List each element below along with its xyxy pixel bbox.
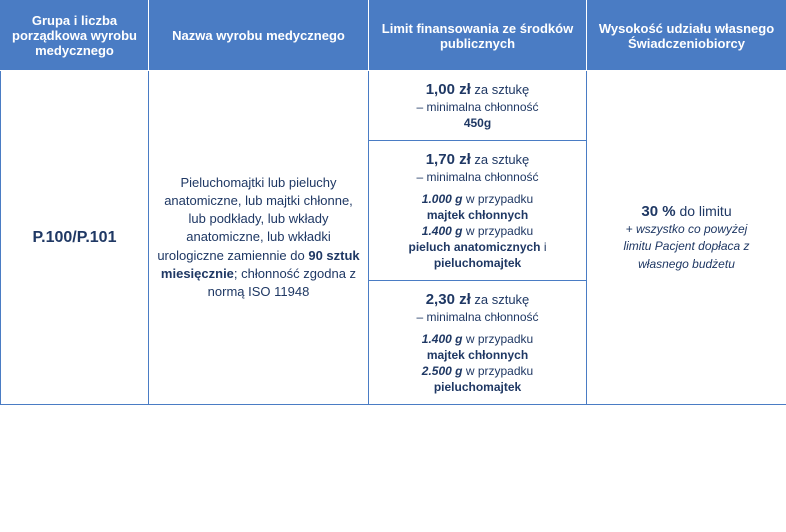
share-note: własnego budżetu — [595, 257, 778, 273]
table-header-row: Grupa i liczba porządkowa wyrobu medyczn… — [1, 1, 786, 71]
limit-weight: 1.400 g — [422, 224, 463, 238]
share-note: limitu Pacjent dopłaca z — [595, 239, 778, 255]
limit-weight: 1.000 g — [422, 192, 463, 206]
header-col-limit: Limit finansowania ze środków publicznyc… — [369, 1, 587, 71]
limit-text: w przypadku — [463, 192, 534, 206]
share-main: 30 % do limitu — [595, 203, 778, 220]
limit-line: 2.500 g w przypadku — [375, 364, 580, 378]
limit-line: 1.000 g w przypadku — [375, 192, 580, 206]
limit-sub-label: – minimalna chłonność — [375, 310, 580, 324]
limit-item: 2,30 zł za sztukę – minimalna chłonność … — [369, 281, 586, 404]
limit-sub-label: – minimalna chłonność — [375, 170, 580, 184]
group-code-cell: P.100/P.101 — [1, 71, 149, 405]
header-col-share: Wysokość udziału własnego Świadczeniobio… — [587, 1, 786, 71]
limit-product-type: majtek chłonnych — [375, 348, 580, 362]
limit-weight: 1.400 g — [422, 332, 463, 346]
product-desc-cell: Pieluchomajtki lub pieluchy anatomiczne,… — [149, 71, 369, 405]
share-note: + wszystko co powyżej — [595, 222, 778, 238]
limit-per: za sztukę — [471, 82, 530, 97]
limit-text: w przypadku — [463, 364, 534, 378]
header-col-group: Grupa i liczba porządkowa wyrobu medyczn… — [1, 1, 149, 71]
limit-price: 1,00 zł — [426, 81, 471, 98]
limit-price: 2,30 zł — [426, 291, 471, 308]
limit-per: za sztukę — [471, 152, 530, 167]
limit-price-line: 1,00 zł za sztukę — [375, 81, 580, 98]
share-to-limit: do limitu — [676, 203, 732, 219]
limit-item: 1,00 zł za sztukę – minimalna chłonność … — [369, 71, 586, 141]
limit-weight: 450g — [375, 116, 580, 130]
limit-sub-label: – minimalna chłonność — [375, 100, 580, 114]
limit-item: 1,70 zł za sztukę – minimalna chłonność … — [369, 141, 586, 281]
limit-price-line: 1,70 zł za sztukę — [375, 151, 580, 168]
share-percent: 30 % — [641, 203, 675, 220]
limit-product-type: pieluchomajtek — [375, 380, 580, 394]
reimbursement-table: Grupa i liczba porządkowa wyrobu medyczn… — [0, 0, 786, 405]
limit-text: w przypadku — [463, 332, 534, 346]
limit-per: za sztukę — [471, 292, 530, 307]
limit-line: 1.400 g w przypadku — [375, 224, 580, 238]
limit-product-type: pieluchomajtek — [375, 256, 580, 270]
limit-weight: 2.500 g — [422, 364, 463, 378]
header-col-product: Nazwa wyrobu medycznego — [149, 1, 369, 71]
limit-product-type: majtek chłonnych — [375, 208, 580, 222]
limit-price-line: 2,30 zł za sztukę — [375, 291, 580, 308]
limit-product-type: pieluch anatomicznych — [408, 240, 540, 254]
group-code: P.100/P.101 — [33, 229, 117, 246]
limit-line: pieluch anatomicznych i — [375, 240, 580, 254]
limits-stack: 1,00 zł za sztukę – minimalna chłonność … — [369, 71, 586, 404]
share-cell: 30 % do limitu + wszystko co powyżej lim… — [587, 71, 786, 405]
limit-price: 1,70 zł — [426, 151, 471, 168]
limits-cell: 1,00 zł za sztukę – minimalna chłonność … — [369, 71, 587, 405]
limit-text: i — [541, 240, 547, 254]
limit-text: w przypadku — [463, 224, 534, 238]
table-row: P.100/P.101 Pieluchomajtki lub pieluchy … — [1, 71, 786, 405]
product-description: Pieluchomajtki lub pieluchy anatomiczne,… — [157, 174, 360, 301]
limit-line: 1.400 g w przypadku — [375, 332, 580, 346]
